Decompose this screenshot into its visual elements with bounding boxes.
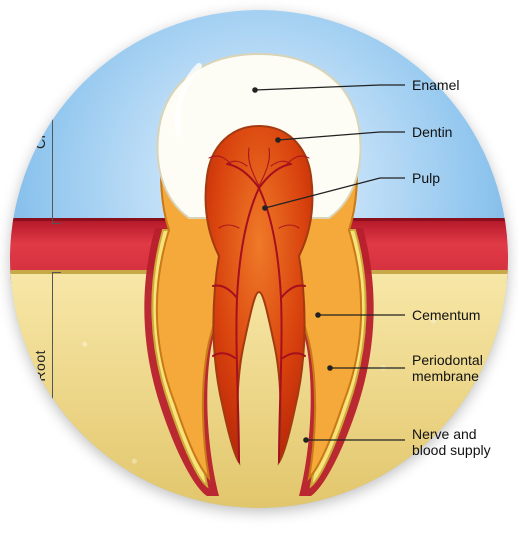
root-brace xyxy=(52,272,61,480)
label-dentin: Dentin xyxy=(412,124,452,140)
label-periodontal: Periodontal membrane xyxy=(412,352,483,384)
crown-brace xyxy=(52,72,61,224)
label-enamel: Enamel xyxy=(412,77,459,93)
pulp-chamber xyxy=(206,126,313,462)
crown-label: Crown xyxy=(32,106,48,149)
label-cementum: Cementum xyxy=(412,307,480,323)
diagram-stage: Crown Root Enamel Dentin Pulp Cementum P… xyxy=(0,0,518,536)
tooth-cross-section xyxy=(99,48,419,498)
label-nerve: Nerve and blood supply xyxy=(412,426,491,458)
label-pulp: Pulp xyxy=(412,170,440,186)
root-label: Root xyxy=(32,350,48,382)
